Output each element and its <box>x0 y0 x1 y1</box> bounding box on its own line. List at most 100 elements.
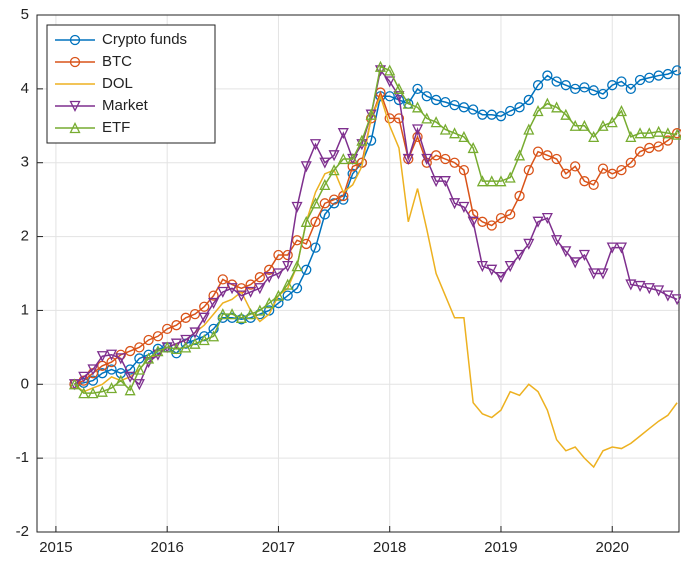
marker <box>551 76 562 87</box>
marker <box>143 334 154 346</box>
marker <box>430 94 442 106</box>
marker <box>374 60 387 72</box>
marker <box>504 171 516 183</box>
y-tick-label: 3 <box>21 154 29 171</box>
marker <box>439 123 451 135</box>
marker <box>560 108 572 120</box>
marker <box>170 338 182 350</box>
marker <box>124 345 136 357</box>
marker <box>551 153 562 165</box>
marker <box>291 201 303 213</box>
marker <box>477 216 488 227</box>
marker <box>282 278 294 290</box>
marker <box>662 290 674 302</box>
marker <box>653 125 665 137</box>
marker <box>606 242 618 254</box>
marker <box>560 246 572 258</box>
marker <box>662 68 674 80</box>
y-tick-label: -2 <box>16 523 29 540</box>
marker <box>319 178 331 191</box>
marker <box>634 280 646 293</box>
marker <box>458 130 470 143</box>
marker <box>105 349 118 361</box>
marker <box>254 272 266 283</box>
marker <box>505 105 516 117</box>
marker <box>578 119 590 131</box>
x-tick-label: 2018 <box>373 539 406 556</box>
marker <box>532 105 544 117</box>
marker <box>87 387 99 399</box>
marker <box>198 312 210 324</box>
marker <box>310 216 321 227</box>
marker <box>615 242 628 254</box>
marker <box>439 176 451 188</box>
marker <box>671 128 681 140</box>
marker <box>124 384 136 396</box>
marker <box>282 290 293 301</box>
marker <box>347 153 359 165</box>
marker <box>96 385 108 397</box>
marker <box>199 301 210 312</box>
marker <box>634 127 646 139</box>
marker <box>78 387 90 399</box>
y-tick-label: -1 <box>16 449 29 466</box>
marker <box>393 91 405 103</box>
marker <box>282 260 294 273</box>
marker <box>588 130 600 143</box>
marker <box>189 334 201 346</box>
marker <box>411 124 424 136</box>
marker <box>208 330 220 342</box>
marker <box>245 286 257 298</box>
marker <box>328 150 340 162</box>
marker <box>449 198 461 210</box>
marker <box>235 290 247 302</box>
marker <box>208 290 219 301</box>
marker <box>588 85 599 96</box>
marker <box>644 72 655 83</box>
y-tick-label: 1 <box>21 301 29 318</box>
marker <box>625 157 636 168</box>
marker <box>597 163 609 174</box>
marker <box>412 83 423 95</box>
marker <box>309 197 322 209</box>
marker <box>124 371 136 383</box>
legend-marker <box>69 56 81 68</box>
marker <box>115 368 126 379</box>
marker <box>152 345 164 357</box>
marker <box>421 112 433 124</box>
marker <box>588 268 600 280</box>
legend-label: BTC <box>102 53 132 70</box>
marker <box>579 176 590 187</box>
marker <box>615 105 628 117</box>
marker <box>337 128 349 140</box>
marker <box>263 272 275 284</box>
marker <box>421 91 432 102</box>
marker <box>115 353 127 365</box>
marker <box>541 97 553 109</box>
marker <box>542 70 553 81</box>
marker <box>393 113 405 124</box>
marker <box>449 127 461 139</box>
legend-marker <box>69 100 81 112</box>
marker <box>106 356 117 368</box>
marker <box>578 249 590 261</box>
marker <box>523 238 535 250</box>
marker <box>105 382 118 394</box>
marker <box>560 80 571 91</box>
marker <box>560 168 571 179</box>
marker <box>356 134 368 146</box>
marker <box>551 101 563 113</box>
marker <box>505 209 516 220</box>
marker <box>180 312 191 323</box>
marker <box>541 212 553 225</box>
marker <box>643 283 655 295</box>
marker <box>634 146 646 157</box>
marker <box>643 127 655 139</box>
marker <box>662 135 674 146</box>
y-tick-label: 0 <box>21 375 29 392</box>
marker <box>282 249 293 261</box>
marker <box>347 161 358 172</box>
marker <box>411 101 424 113</box>
marker <box>523 94 534 106</box>
